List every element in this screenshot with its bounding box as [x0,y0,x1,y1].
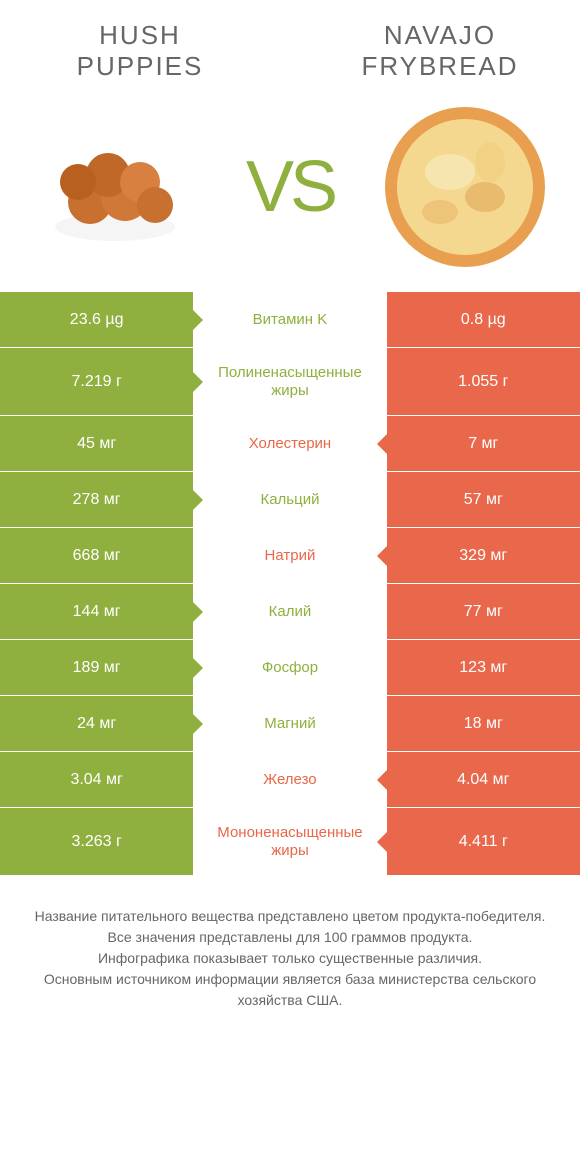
right-value-cell: 0.8 µg [387,292,580,347]
nutrient-name-cell: Полиненасыщенные жиры [193,348,386,415]
nutrient-row: 189 мгФосфор123 мг [0,640,580,696]
frybread-image [380,102,550,272]
nutrient-row: 278 мгКальций57 мг [0,472,580,528]
left-value-cell: 144 мг [0,584,193,639]
footer-line: Основным источником информации является … [20,969,560,1011]
nutrient-name-cell: Кальций [193,472,386,527]
vs-label: VS [246,146,334,228]
right-value-cell: 7 мг [387,416,580,471]
nutrient-row: 7.219 гПолиненасыщенные жиры1.055 г [0,348,580,416]
left-value-cell: 45 мг [0,416,193,471]
right-value-cell: 4.04 мг [387,752,580,807]
right-value-cell: 18 мг [387,696,580,751]
nutrient-name-cell: Железо [193,752,386,807]
nutrient-name-cell: Магний [193,696,386,751]
nutrient-table: 23.6 µgВитамин K0.8 µg7.219 гПолиненасыщ… [0,292,580,876]
right-value-cell: 1.055 г [387,348,580,415]
hush-puppies-image [30,102,200,272]
left-value-cell: 278 мг [0,472,193,527]
nutrient-row: 23.6 µgВитамин K0.8 µg [0,292,580,348]
left-value-cell: 3.263 г [0,808,193,875]
nutrient-row: 668 мгНатрий329 мг [0,528,580,584]
nutrient-row: 24 мгМагний18 мг [0,696,580,752]
nutrient-row: 144 мгКалий77 мг [0,584,580,640]
left-value-cell: 668 мг [0,528,193,583]
nutrient-name-cell: Калий [193,584,386,639]
right-value-cell: 329 мг [387,528,580,583]
left-value-cell: 189 мг [0,640,193,695]
left-food-title: HUSH PUPPIES [40,20,240,82]
nutrient-name-cell: Фосфор [193,640,386,695]
images-row: VS [0,92,580,292]
nutrient-name-cell: Холестерин [193,416,386,471]
right-value-cell: 77 мг [387,584,580,639]
left-value-cell: 24 мг [0,696,193,751]
nutrient-name-cell: Витамин K [193,292,386,347]
footer: Название питательного вещества представл… [0,876,580,1031]
footer-line: Название питательного вещества представл… [20,906,560,927]
left-value-cell: 7.219 г [0,348,193,415]
right-value-cell: 4.411 г [387,808,580,875]
nutrient-name-cell: Мононенасыщенные жиры [193,808,386,875]
right-value-cell: 57 мг [387,472,580,527]
nutrient-row: 3.263 гМононенасыщенные жиры4.411 г [0,808,580,876]
footer-line: Инфографика показывает только существенн… [20,948,560,969]
header: HUSH PUPPIES NAVAJO FRYBREAD [0,0,580,92]
nutrient-name-cell: Натрий [193,528,386,583]
left-value-cell: 3.04 мг [0,752,193,807]
nutrient-row: 45 мгХолестерин7 мг [0,416,580,472]
nutrient-row: 3.04 мгЖелезо4.04 мг [0,752,580,808]
right-value-cell: 123 мг [387,640,580,695]
left-value-cell: 23.6 µg [0,292,193,347]
footer-line: Все значения представлены для 100 граммо… [20,927,560,948]
right-food-title: NAVAJO FRYBREAD [340,20,540,82]
